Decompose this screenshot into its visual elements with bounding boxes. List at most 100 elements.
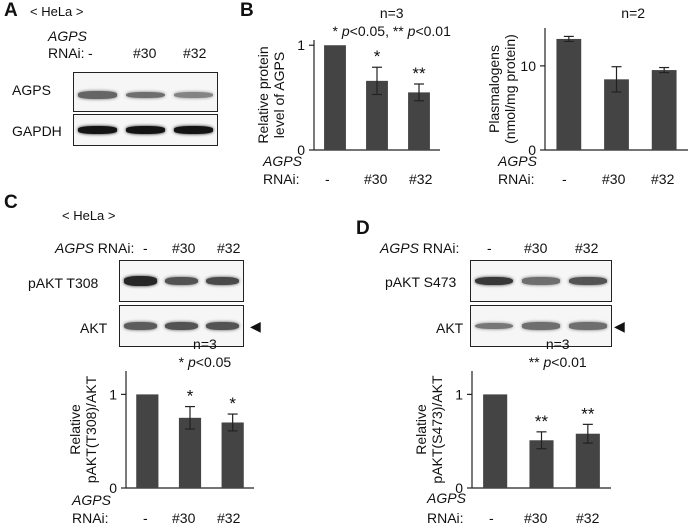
significance-mark: ** [412,64,426,83]
blot-band [123,322,158,330]
lane-label-c2-0: - [143,510,148,526]
lane-label-a-1: #30 [133,45,157,61]
bar [324,45,346,150]
blot-band [173,91,213,99]
significance-mark: ** [535,412,549,431]
rnai-word-c2: RNAi: [72,510,109,526]
blot-band [125,91,166,99]
arrow-akt-c: ◀ [250,318,261,334]
bar [136,394,159,488]
blot-band [123,276,158,286]
significance-mark: * [374,47,381,66]
rnai-word-d: RNAi: [422,240,460,256]
blot-band [475,276,514,286]
chart-annotation: * p<0.05, ** p<0.01 [333,23,452,39]
lane-label-d-2: #32 [575,240,599,256]
cell-line-label-a: < HeLa > [30,4,84,19]
rnai-label-d: AGPS RNAi: [380,240,459,256]
y-tick-label: 0 [109,480,117,496]
bar [651,70,677,150]
blot-band [78,91,118,99]
blot-band [521,322,561,330]
lane-label-a-2: #32 [183,45,207,61]
lane-label-b1-0: - [325,171,330,187]
blot-label-akt-d: AKT [436,320,464,336]
panel-letter-d: D [356,218,370,239]
y-tick-label: 0 [455,480,463,496]
chart-annotation: n=2 [621,5,645,21]
y-axis-label: Relative [67,404,83,455]
bar [483,394,508,488]
lane-label-c-2: #32 [217,240,241,256]
blot-band [205,322,240,330]
blot-band [205,276,240,286]
lane-label-b2-2: #32 [651,171,675,187]
chart-annotation: ** p<0.01 [529,354,587,370]
blot-band [164,277,199,285]
lane-label-b2-0: - [562,171,567,187]
chart-annotation: * p<0.05 [179,354,232,370]
lane-label-c2-1: #30 [172,510,196,526]
rnai-gene-c2: AGPS [72,492,111,508]
panel-letter-b: B [240,0,254,21]
bar [178,417,202,488]
rnai-gene-b2: AGPS [498,153,537,169]
y-tick-label: 1 [297,37,305,53]
blot-pakt-s473 [470,260,612,302]
panel-letter-c: C [4,192,18,213]
panel-letter-a: A [4,0,18,21]
rnai-gene-d2: AGPS [427,490,466,506]
bar [408,92,430,150]
blot-label-pakt-t308: pAKT T308 [28,275,99,291]
rnai-gene-b1: AGPS [263,153,302,169]
blot-label-agps: AGPS [12,82,51,98]
significance-mark: ** [581,404,595,423]
y-axis-label: Relative [413,404,429,455]
y-tick-label: 1 [109,386,117,402]
y-tick-label: 10 [520,58,536,74]
rnai-word-b2: RNAi: [498,171,535,187]
y-axis-label: pAKT(S473)/AKT [429,375,445,484]
blot-gapdh [73,114,218,146]
chart-annotation: n=3 [193,336,217,352]
blot-band [125,126,166,134]
blot-band [78,126,118,134]
rnai-word-c: RNAi: [97,240,135,256]
y-tick-label: 0 [297,142,305,158]
y-axis-label: Plasmalogens [486,45,502,133]
significance-mark: * [187,387,194,406]
lane-label-b1-1: #30 [364,171,388,187]
y-tick-label: 1 [455,386,463,402]
blot-akt-c [119,305,244,347]
blot-label-pakt-s473: pAKT S473 [385,274,457,290]
blot-band [568,322,607,330]
lane-label-d-1: #30 [524,240,548,256]
significance-mark: * [229,394,236,413]
lane-label-c-1: #30 [172,240,196,256]
bar [221,422,244,488]
lane-label-a-0: - [88,45,93,61]
blot-band [568,277,607,285]
bar [556,38,582,151]
blot-akt-d [470,305,612,347]
blot-band [521,277,561,285]
chart-annotation: n=3 [380,5,404,21]
y-axis-label: level of AGPS [271,52,287,138]
rnai-word-d2: RNAi: [427,510,464,526]
arrow-akt-d: ◀ [614,318,625,334]
rnai-gene-a: AGPS [48,28,87,44]
chart-annotation: n=3 [546,336,570,352]
blot-label-gapdh-a: GAPDH [12,123,62,139]
rnai-gene-d: AGPS [380,240,419,256]
y-axis-label: (nmol/mg protein) [502,34,518,144]
lane-label-d2-0: - [489,510,494,526]
blot-band [475,322,514,330]
lane-label-b1-2: #32 [409,171,433,187]
rnai-word-b1: RNAi: [263,171,300,187]
blot-band [164,322,199,330]
lane-label-c-0: - [143,240,148,256]
